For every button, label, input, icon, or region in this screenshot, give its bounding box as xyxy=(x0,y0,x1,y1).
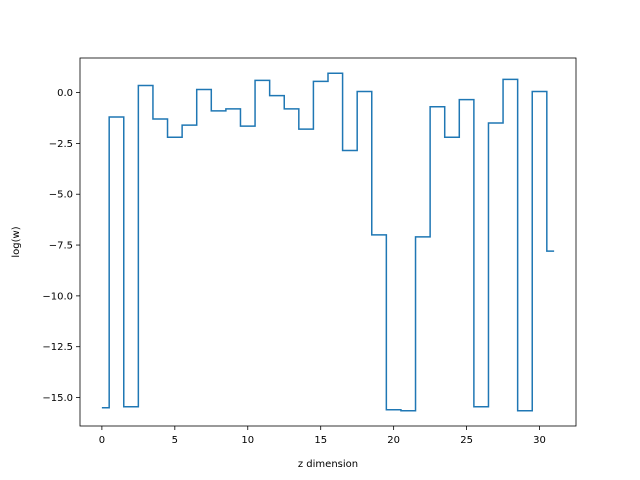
x-tick-label: 25 xyxy=(460,435,473,446)
y-tick-label: −2.5 xyxy=(49,139,73,150)
x-axis-ticks: 0 5 10 15 20 25 30 xyxy=(99,426,546,446)
y-axis-label: log(w) xyxy=(11,226,22,257)
y-tick-label: −15.0 xyxy=(42,393,73,404)
y-tick-label: −12.5 xyxy=(42,342,73,353)
x-tick-label: 20 xyxy=(387,435,400,446)
series-layer xyxy=(101,72,555,412)
x-axis-label: z dimension xyxy=(298,459,358,470)
plot-frame xyxy=(79,57,577,427)
y-axis-ticks: 0.0 −2.5 −5.0 −7.5 −10.0 −12.5 −15.0 xyxy=(42,88,80,404)
x-tick-label: 30 xyxy=(533,435,546,446)
y-tick-label: −10.0 xyxy=(42,291,73,302)
x-tick-label: 10 xyxy=(241,435,254,446)
x-tick-label: 15 xyxy=(314,435,327,446)
x-tick-label: 0 xyxy=(99,435,105,446)
y-tick-label: −5.0 xyxy=(49,190,73,201)
x-tick-label: 5 xyxy=(172,435,178,446)
y-tick-label: −7.5 xyxy=(49,241,73,252)
series-line xyxy=(101,72,555,412)
y-tick-label: 0.0 xyxy=(57,88,73,99)
